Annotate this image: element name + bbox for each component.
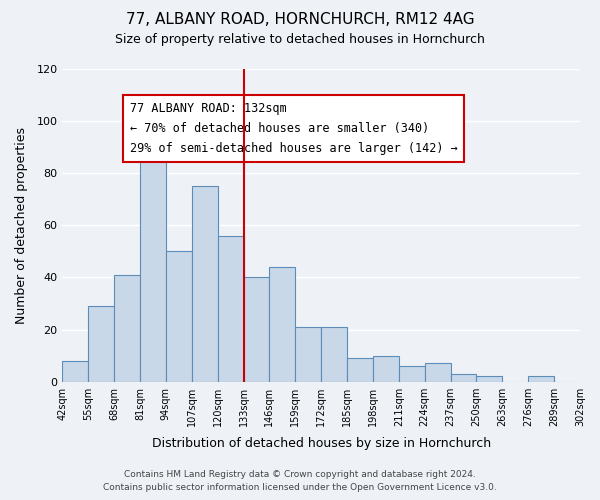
Text: Size of property relative to detached houses in Hornchurch: Size of property relative to detached ho… — [115, 32, 485, 46]
Bar — [451, 374, 476, 382]
Bar — [373, 356, 399, 382]
Text: Contains HM Land Registry data © Crown copyright and database right 2024.
Contai: Contains HM Land Registry data © Crown c… — [103, 470, 497, 492]
Bar — [295, 327, 321, 382]
Text: 77 ALBANY ROAD: 132sqm
← 70% of detached houses are smaller (340)
29% of semi-de: 77 ALBANY ROAD: 132sqm ← 70% of detached… — [130, 102, 457, 155]
Bar — [399, 366, 425, 382]
Bar — [88, 306, 114, 382]
Y-axis label: Number of detached properties: Number of detached properties — [15, 127, 28, 324]
Bar — [425, 364, 451, 382]
Bar — [192, 186, 218, 382]
Bar — [321, 327, 347, 382]
Bar — [62, 361, 88, 382]
Text: 77, ALBANY ROAD, HORNCHURCH, RM12 4AG: 77, ALBANY ROAD, HORNCHURCH, RM12 4AG — [125, 12, 475, 28]
Bar — [244, 278, 269, 382]
Bar — [269, 267, 295, 382]
Bar — [114, 275, 140, 382]
X-axis label: Distribution of detached houses by size in Hornchurch: Distribution of detached houses by size … — [152, 437, 491, 450]
Bar — [476, 376, 502, 382]
Bar — [218, 236, 244, 382]
Bar — [166, 252, 192, 382]
Bar — [347, 358, 373, 382]
Bar — [140, 150, 166, 382]
Bar — [528, 376, 554, 382]
